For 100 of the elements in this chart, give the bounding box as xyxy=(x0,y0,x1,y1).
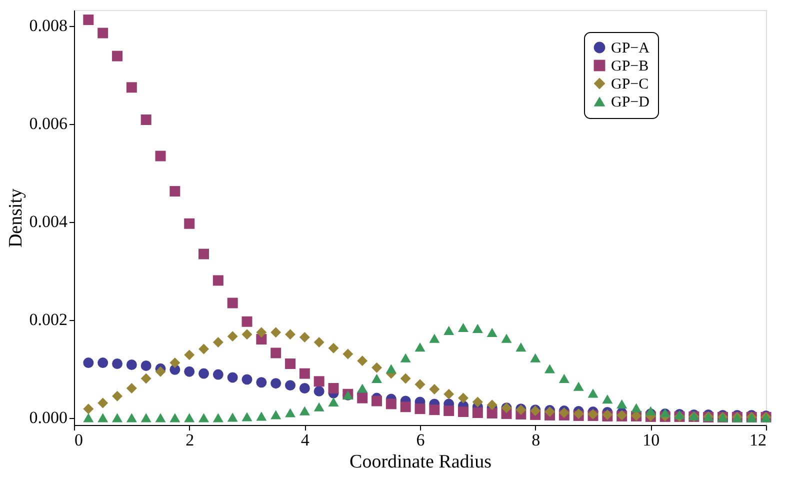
point xyxy=(112,358,122,369)
point xyxy=(386,398,396,410)
point xyxy=(126,383,137,394)
point xyxy=(184,366,195,377)
legend-label: GP−B xyxy=(611,58,649,74)
y-tick-label: 0.002 xyxy=(29,310,68,330)
x-axis-title: Coordinate Radius xyxy=(350,452,492,472)
point xyxy=(602,394,613,404)
point xyxy=(227,412,238,422)
point xyxy=(400,353,411,362)
point xyxy=(270,348,282,358)
point xyxy=(98,398,108,408)
point xyxy=(126,413,137,422)
point xyxy=(212,336,224,348)
point xyxy=(386,364,396,374)
point xyxy=(170,186,180,197)
point xyxy=(429,334,440,343)
point xyxy=(256,377,267,388)
point xyxy=(299,383,310,394)
point xyxy=(400,402,411,412)
point xyxy=(530,353,541,362)
point xyxy=(270,327,282,338)
point xyxy=(299,332,310,343)
point xyxy=(501,334,512,343)
point xyxy=(212,369,224,380)
point xyxy=(314,376,324,387)
point xyxy=(184,218,195,229)
point xyxy=(112,390,122,402)
point xyxy=(458,406,468,418)
legend-label: GP−D xyxy=(611,94,650,110)
point xyxy=(458,322,468,332)
point xyxy=(198,248,209,260)
point xyxy=(198,413,209,422)
point xyxy=(285,408,296,418)
point xyxy=(486,408,498,418)
point xyxy=(444,406,454,416)
point xyxy=(444,326,454,335)
x-tick-label: 0 xyxy=(74,430,83,450)
point xyxy=(140,360,152,371)
point xyxy=(486,328,498,337)
point xyxy=(126,82,137,93)
legend-label: GP−C xyxy=(611,76,649,92)
point xyxy=(414,404,426,414)
y-tick-label: 0.008 xyxy=(29,16,68,36)
point xyxy=(285,358,296,369)
point xyxy=(184,350,195,360)
point xyxy=(256,412,267,421)
point xyxy=(328,383,339,394)
point xyxy=(242,316,252,327)
point xyxy=(83,14,94,26)
point xyxy=(372,374,382,383)
point xyxy=(342,348,354,360)
point xyxy=(184,413,195,422)
point xyxy=(631,403,642,412)
point xyxy=(155,413,166,422)
point xyxy=(357,384,368,393)
point xyxy=(472,408,483,418)
point xyxy=(242,412,252,422)
point xyxy=(429,384,440,394)
point xyxy=(400,373,411,384)
point xyxy=(227,298,238,308)
point xyxy=(256,327,267,338)
point xyxy=(414,379,426,390)
point xyxy=(444,388,454,400)
point xyxy=(98,358,108,368)
point xyxy=(472,324,483,334)
point xyxy=(98,413,108,422)
point xyxy=(299,368,310,379)
point xyxy=(314,386,324,396)
point xyxy=(198,368,209,379)
point xyxy=(155,150,166,162)
y-tick-label: 0.006 xyxy=(29,114,68,134)
point xyxy=(270,410,282,420)
point xyxy=(83,404,94,414)
point xyxy=(212,275,224,286)
point xyxy=(429,404,440,416)
y-tick-label: 0.004 xyxy=(29,212,68,232)
y-tick-label: 0.000 xyxy=(29,408,68,428)
point xyxy=(314,336,324,348)
point xyxy=(140,373,152,384)
point xyxy=(242,374,252,385)
point xyxy=(112,50,122,62)
x-tick-label: 6 xyxy=(416,430,425,450)
point xyxy=(242,329,252,340)
point xyxy=(170,358,180,368)
x-tick-label: 2 xyxy=(186,430,194,450)
point xyxy=(299,406,310,416)
point xyxy=(285,329,296,340)
point xyxy=(357,356,368,366)
x-tick-label: 8 xyxy=(532,430,540,450)
x-tick-label: 10 xyxy=(642,430,660,450)
point xyxy=(126,360,137,370)
point xyxy=(414,342,426,352)
point xyxy=(140,413,152,422)
point xyxy=(155,366,166,377)
y-axis-title: Density xyxy=(5,188,26,248)
point xyxy=(573,382,584,391)
point xyxy=(472,396,483,408)
point xyxy=(227,372,238,383)
legend-label: GP−A xyxy=(611,40,650,56)
